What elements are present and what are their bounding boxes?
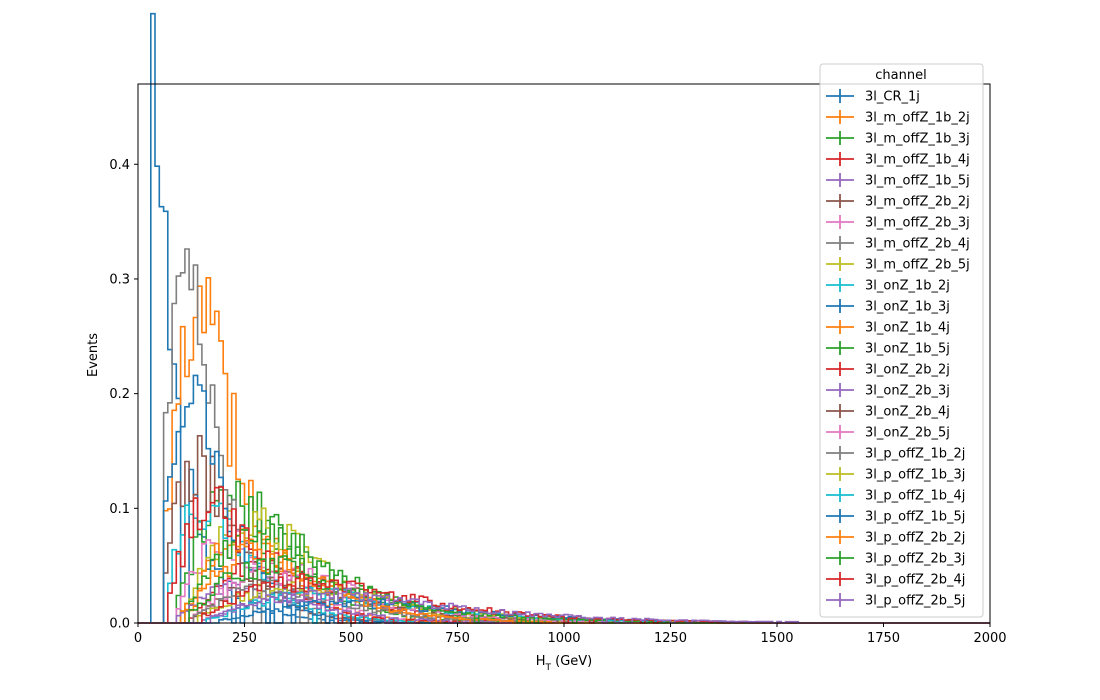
legend-entry: 3l_m_offZ_2b_4j <box>826 236 970 252</box>
legend-label: 3l_m_offZ_1b_3j <box>865 132 970 147</box>
legend-entry: 3l_m_offZ_2b_3j <box>826 215 970 231</box>
y-axis-ticks: 0.0 0.1 0.2 0.3 0.4 <box>109 158 138 632</box>
legend-entry: 3l_p_offZ_1b_5j <box>826 509 965 525</box>
legend-label: 3l_CR_1j <box>865 90 920 105</box>
legend-label: 3l_p_offZ_2b_4j <box>865 573 965 588</box>
legend-label: 3l_m_offZ_1b_2j <box>865 111 970 126</box>
legend: channel 3l_CR_1j 3l_m_offZ_1b_2j 3l_m_offZ… <box>819 63 984 618</box>
legend-label: 3l_onZ_1b_4j <box>865 321 950 336</box>
legend-entry: 3l_m_offZ_2b_2j <box>826 194 970 210</box>
y-tick-label: 0.2 <box>109 387 130 402</box>
legend-entry: 3l_onZ_2b_5j <box>826 425 950 441</box>
legend-entry: 3l_p_offZ_2b_3j <box>826 551 965 567</box>
legend-label: 3l_p_offZ_1b_4j <box>865 489 965 504</box>
x-tick-label: 1250 <box>654 631 687 646</box>
y-tick-label: 0.4 <box>109 158 130 173</box>
legend-entry: 3l_p_offZ_1b_3j <box>826 467 965 483</box>
legend-entry: 3l_onZ_1b_3j <box>826 299 950 315</box>
legend-label: 3l_m_offZ_1b_5j <box>865 174 970 189</box>
x-tick-label: 1500 <box>760 631 793 646</box>
y-axis-label: Events <box>86 333 101 377</box>
x-tick-label: 2000 <box>973 631 1006 646</box>
legend-label: 3l_m_offZ_2b_4j <box>865 237 970 252</box>
legend-label: 3l_m_offZ_2b_3j <box>865 216 970 231</box>
y-tick-label: 0.3 <box>109 272 130 287</box>
legend-label: 3l_p_offZ_1b_5j <box>865 510 965 525</box>
legend-entry: 3l_p_offZ_2b_5j <box>826 593 965 609</box>
legend-entry: 3l_CR_1j <box>826 89 920 105</box>
legend-entry: 3l_onZ_2b_4j <box>826 404 950 420</box>
x-axis-ticks: 0 250 500 750 1000 1250 1500 1750 2000 <box>134 623 1007 646</box>
legend-entry: 3l_p_offZ_1b_2j <box>826 446 965 462</box>
legend-label: 3l_onZ_2b_3j <box>865 384 950 399</box>
legend-entry: 3l_m_offZ_1b_3j <box>826 131 970 147</box>
x-tick-label: 1000 <box>547 631 580 646</box>
legend-entry: 3l_p_offZ_1b_4j <box>826 488 965 504</box>
legend-label: 3l_p_offZ_1b_3j <box>865 468 965 483</box>
legend-label: 3l_m_offZ_2b_5j <box>865 258 970 273</box>
legend-label: 3l_onZ_2b_2j <box>865 363 950 378</box>
legend-entry: 3l_onZ_2b_2j <box>826 362 950 378</box>
x-tick-label: 250 <box>232 631 257 646</box>
legend-entry: 3l_m_offZ_1b_2j <box>826 110 970 126</box>
x-tick-label: 0 <box>134 631 142 646</box>
legend-entry: 3l_onZ_1b_4j <box>826 320 950 336</box>
legend-label: 3l_onZ_1b_5j <box>865 342 950 357</box>
legend-frame <box>819 63 984 618</box>
legend-label: 3l_onZ_1b_2j <box>865 279 950 294</box>
legend-entry: 3l_m_offZ_2b_5j <box>826 257 970 273</box>
legend-label: 3l_onZ_1b_3j <box>865 300 950 315</box>
legend-label: 3l_p_offZ_2b_2j <box>865 531 965 546</box>
legend-label: 3l_p_offZ_2b_3j <box>865 552 965 567</box>
legend-label: 3l_m_offZ_2b_2j <box>865 195 970 210</box>
legend-label: 3l_onZ_2b_5j <box>865 426 950 441</box>
legend-label: 3l_m_offZ_1b_4j <box>865 153 970 168</box>
x-axis-label: HT (GeV) <box>536 654 593 673</box>
y-tick-label: 0.0 <box>109 617 130 632</box>
legend-label: 3l_p_offZ_1b_2j <box>865 447 965 462</box>
x-tick-label: 1750 <box>867 631 900 646</box>
legend-entry: 3l_onZ_1b_2j <box>826 278 950 294</box>
legend-entry: 3l_p_offZ_2b_4j <box>826 572 965 588</box>
y-tick-label: 0.1 <box>109 502 130 517</box>
legend-label: 3l_p_offZ_2b_5j <box>865 594 965 609</box>
legend-entry: 3l_onZ_1b_5j <box>826 341 950 357</box>
x-tick-label: 750 <box>445 631 470 646</box>
legend-entry: 3l_onZ_2b_3j <box>826 383 950 399</box>
x-tick-label: 500 <box>339 631 364 646</box>
legend-entries: 3l_CR_1j 3l_m_offZ_1b_2j 3l_m_offZ_1b_3j 3l… <box>826 89 970 609</box>
legend-label: 3l_onZ_2b_4j <box>865 405 950 420</box>
legend-entry: 3l_m_offZ_1b_4j <box>826 152 970 168</box>
legend-entry: 3l_p_offZ_2b_2j <box>826 530 965 546</box>
legend-title: channel <box>875 68 926 83</box>
legend-entry: 3l_m_offZ_1b_5j <box>826 173 970 189</box>
